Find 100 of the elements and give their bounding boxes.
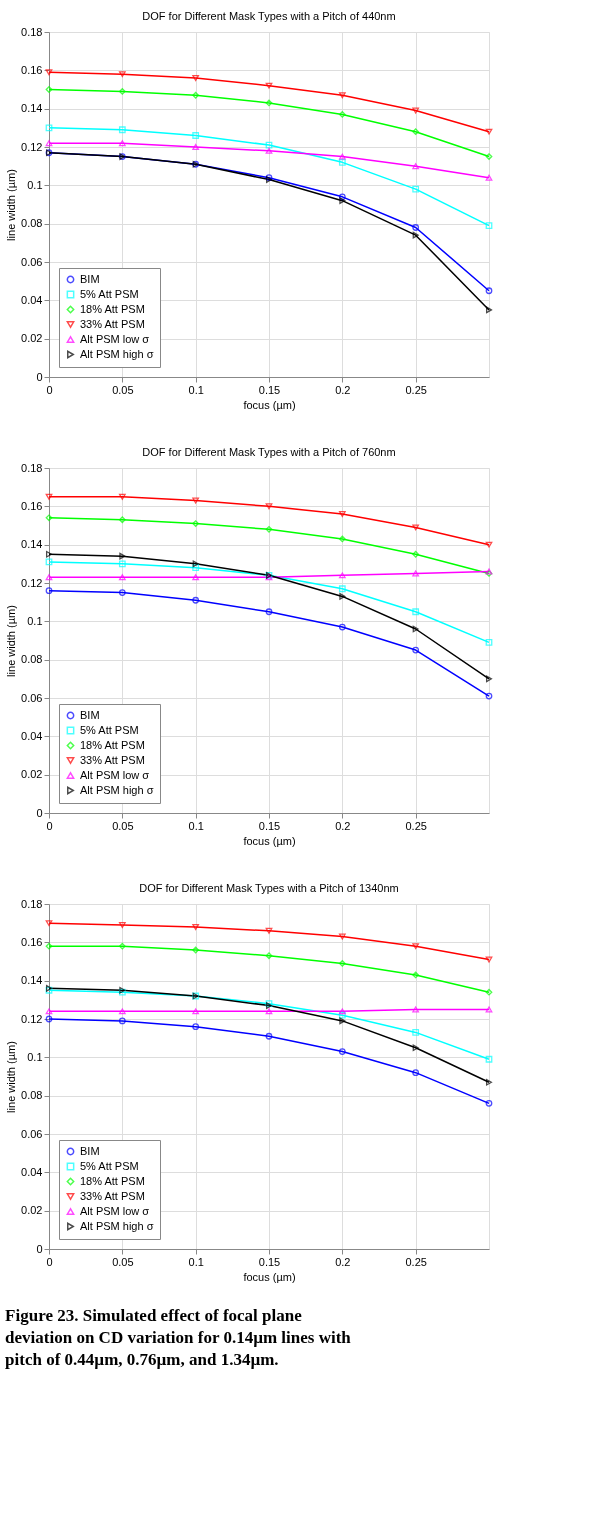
point — [118, 516, 126, 524]
point — [192, 1008, 200, 1015]
x-tick-label: 0.05 — [112, 819, 134, 832]
point — [412, 1029, 420, 1036]
point — [45, 69, 53, 76]
point — [45, 124, 53, 132]
point — [45, 514, 53, 522]
y-tick-label: 0.06 — [21, 691, 43, 704]
y-tick-label: 0.18 — [21, 461, 43, 474]
point — [265, 147, 273, 154]
point — [192, 497, 200, 504]
point — [265, 927, 273, 934]
point — [265, 99, 273, 107]
legend-label: 5% Att PSM — [80, 723, 139, 736]
point — [338, 111, 346, 118]
point — [485, 1078, 493, 1086]
point — [192, 596, 200, 604]
chart-title: DOF for Different Mask Types with a Pitch of 760nm — [142, 446, 396, 458]
x-tick-label: 0.2 — [335, 819, 351, 832]
y-tick-label: 0.08 — [21, 217, 43, 230]
legend-label: Alt PSM high σ — [80, 347, 154, 360]
legend-label: BIM — [80, 708, 100, 721]
x-tick-label: 0 — [46, 1255, 53, 1268]
point — [412, 1044, 419, 1052]
y-tick-label: 0.12 — [21, 140, 43, 153]
point — [45, 942, 53, 950]
point — [485, 1055, 493, 1063]
point — [485, 675, 493, 683]
point — [192, 1023, 200, 1031]
x-tick-label: 0.1 — [188, 1255, 204, 1268]
x-tick-label: 0.15 — [258, 819, 281, 832]
point — [412, 128, 420, 136]
point — [412, 646, 420, 654]
point — [192, 74, 200, 82]
y-axis-title: line width (µm) — [5, 605, 18, 677]
legend-label: BIM — [80, 1144, 100, 1157]
point — [192, 560, 199, 568]
y-tick-label: 0 — [36, 370, 43, 383]
x-tick-label: 0 — [46, 819, 53, 832]
y-tick-label: 0.04 — [21, 1165, 43, 1178]
point — [412, 1069, 420, 1077]
x-axis-title: focus (µm) — [243, 398, 296, 411]
point — [192, 520, 200, 527]
point — [118, 1017, 126, 1025]
point — [485, 222, 493, 229]
point — [45, 493, 53, 500]
point — [118, 574, 126, 581]
x-tick-label: 0.25 — [405, 1255, 427, 1268]
point — [338, 158, 346, 166]
y-tick-label: 0 — [36, 806, 43, 819]
y-tick-label: 0.1 — [27, 614, 43, 627]
point — [338, 92, 346, 99]
point — [412, 550, 420, 558]
point — [45, 920, 53, 927]
point — [412, 224, 420, 231]
y-tick-label: 0.16 — [21, 63, 43, 76]
y-tick-label: 0.1 — [27, 1050, 43, 1063]
legend-label: 33% Att PSM — [80, 317, 145, 330]
x-tick-label: 0.1 — [188, 383, 204, 396]
y-tick-label: 0.04 — [21, 293, 43, 306]
point — [412, 943, 420, 950]
y-tick-label: 0.14 — [21, 974, 43, 987]
point — [118, 560, 126, 568]
point — [118, 493, 126, 500]
point — [338, 1008, 346, 1015]
point — [338, 535, 346, 543]
legend-label: 33% Att PSM — [80, 1189, 145, 1202]
x-tick-label: 0.05 — [112, 383, 134, 396]
y-tick-label: 0.12 — [21, 576, 43, 589]
x-tick-label: 0.25 — [405, 383, 427, 396]
x-tick-label: 0.2 — [335, 1255, 351, 1268]
x-tick-label: 0.2 — [335, 383, 351, 396]
x-tick-label: 0.1 — [188, 819, 204, 832]
point — [118, 88, 126, 95]
point — [45, 140, 53, 147]
y-tick-label: 0.06 — [21, 255, 43, 268]
legend-label: Alt PSM low σ — [80, 332, 150, 345]
point — [338, 572, 346, 579]
point — [412, 1006, 420, 1013]
legend-label: 18% Att PSM — [80, 302, 145, 315]
point — [338, 1011, 346, 1019]
point — [412, 971, 420, 979]
point — [485, 306, 493, 314]
point — [119, 552, 126, 560]
legend-label: BIM — [80, 272, 100, 285]
point — [338, 1048, 346, 1055]
point — [265, 1032, 273, 1040]
y-tick-label: 0 — [36, 1242, 43, 1255]
chart-title: DOF for Different Mask Types with a Pitch of 440nm — [142, 10, 396, 22]
point — [412, 107, 420, 114]
point — [412, 524, 420, 531]
point — [192, 923, 200, 931]
point — [338, 585, 346, 593]
point — [412, 185, 420, 193]
x-tick-label: 0 — [46, 383, 53, 396]
legend-label: Alt PSM high σ — [80, 783, 154, 796]
legend-label: 5% Att PSM — [80, 287, 139, 300]
y-tick-label: 0.02 — [21, 332, 43, 345]
point — [339, 593, 346, 600]
point — [118, 71, 126, 78]
